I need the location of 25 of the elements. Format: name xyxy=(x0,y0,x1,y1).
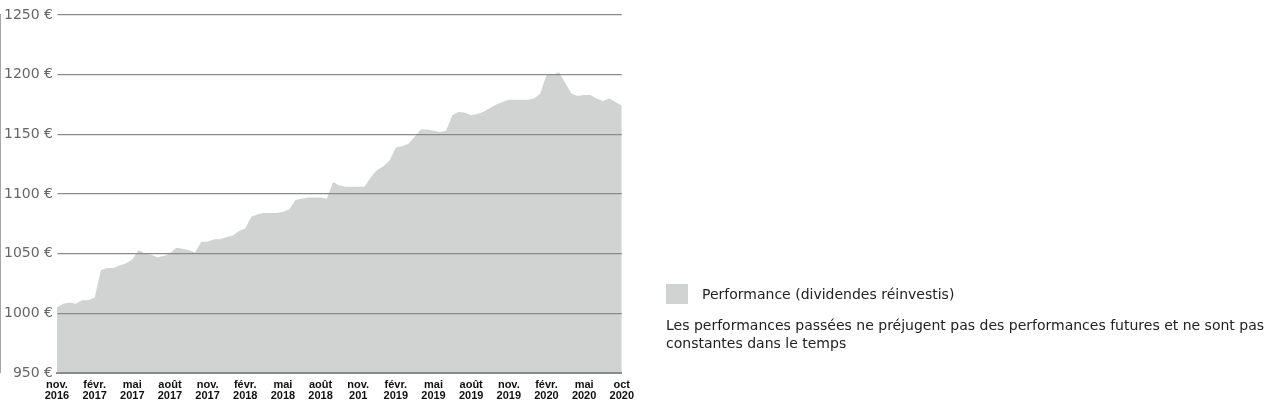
x-tick-label: nov. 201 xyxy=(347,377,370,402)
x-tick-label: févr. 2019 xyxy=(383,377,409,402)
y-tick-label: 1000 € xyxy=(3,303,53,320)
x-tick-label: mai 2020 xyxy=(571,377,597,402)
x-tick-label: nov. 2016 xyxy=(44,377,70,402)
x-tick-label: févr. 2018 xyxy=(233,377,258,402)
x-tick-label: févr. 2020 xyxy=(534,377,559,402)
text: Les performances passées ne préjugent pas des performances futures et ne sont pas constantes dans le temps xyxy=(666,316,1266,352)
x-tick-label: août 2018 xyxy=(308,377,333,402)
y-tick-label: 1100 € xyxy=(3,184,53,201)
x-tick-label: août 2019 xyxy=(458,377,484,402)
x-tick-label: nov. 2017 xyxy=(195,377,220,402)
legend-label: Performance (dividendes réinvestis) xyxy=(702,286,955,302)
x-tick-label: mai 2019 xyxy=(421,377,446,402)
x-tick-label: févr. 2017 xyxy=(82,377,107,402)
y-tick-label: 950 € xyxy=(12,363,53,380)
y-tick-label: 1200 € xyxy=(3,65,53,82)
x-tick-label: mai 2018 xyxy=(270,377,296,402)
x-tick-label: nov. 2019 xyxy=(496,377,522,402)
x-tick-label: mai 2017 xyxy=(120,377,145,402)
x-tick-label: oct 2020 xyxy=(609,377,635,402)
y-tick-label: 1150 € xyxy=(3,124,53,141)
y-tick-label: 1050 € xyxy=(3,244,53,261)
x-tick-label: août 2017 xyxy=(157,377,183,402)
y-tick-label: 1250 € xyxy=(3,5,53,22)
